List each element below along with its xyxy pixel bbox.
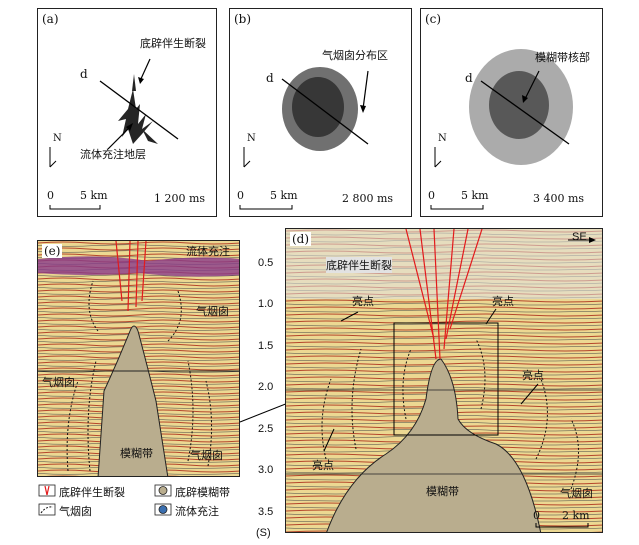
chimney-left-label: 气烟囱 (42, 376, 75, 389)
scale-zero: 0 (237, 189, 244, 202)
scale-zero: 0 (428, 189, 435, 202)
legend-blur: 底辟模糊带 (175, 486, 230, 499)
north-label: N (53, 133, 62, 144)
line-d-label: d (465, 71, 473, 85)
chimney-right-top-label: 气烟囱 (196, 305, 229, 318)
north-label: N (438, 133, 447, 144)
legend-fluid: 流体充注 (175, 505, 219, 518)
y-tick: 1.0 (258, 298, 274, 310)
panel-e-label: (e) (42, 244, 63, 258)
y-tick: 2.0 (258, 381, 274, 393)
panel-e-section (38, 241, 239, 476)
panel-b: (b) d 气烟囱分布区 N 0 5 km 2 800 ms (229, 8, 412, 217)
scale-value: 5 km (270, 189, 298, 202)
panel-b-label: (b) (234, 12, 252, 26)
blur-core-annotation: 模糊带核部 (535, 51, 590, 64)
panel-b-map (239, 67, 369, 210)
bright-spot-bottom: 亮点 (312, 459, 334, 472)
time-label: 2 800 ms (342, 192, 394, 205)
chimney-right-bottom-label: 气烟囱 (190, 449, 223, 462)
y-tick: 3.0 (258, 464, 274, 476)
scale-zero: 0 (47, 189, 54, 202)
panel-c-label: (c) (425, 12, 442, 26)
legend-symbols (38, 484, 172, 516)
scale-value: 5 km (461, 189, 489, 202)
north-label: N (247, 133, 256, 144)
bright-spot-left: 亮点 (352, 295, 374, 308)
panel-c-map (430, 49, 573, 210)
panel-d-label: (d) (290, 232, 312, 246)
panel-c: (c) d 模糊带核部 N 0 5 km 3 400 ms (420, 8, 603, 217)
bright-spot-right: 亮点 (492, 295, 514, 308)
fluid-strata-annotation: 流体充注地层 (80, 148, 146, 161)
scale-zero: 0 (533, 509, 540, 522)
chimney-area-annotation: 气烟囱分布区 (322, 49, 388, 62)
line-d-label: d (266, 71, 274, 85)
panel-a: (a) d 底辟伴生断裂 流体充注地层 N 0 5 km 1 200 ms (37, 8, 217, 217)
blur-zone-label: 模糊带 (120, 447, 153, 460)
diapir-fault-annotation: 底辟伴生断裂 (140, 37, 206, 50)
bright-spot-right-mid: 亮点 (522, 369, 544, 382)
y-tick: 0.5 (258, 257, 274, 269)
legend-chimney: 气烟囱 (59, 505, 92, 518)
y-unit: (S) (256, 527, 271, 539)
panel-d: (d) SE 底辟伴生断裂 亮点 亮点 亮点 亮点 模糊带 气烟囱 0 2 km (285, 228, 603, 533)
legend: 底辟伴生断裂 底辟模糊带 气烟囱 流体充注 (37, 484, 277, 524)
blur-zone-label: 模糊带 (426, 485, 459, 498)
scale-value: 5 km (80, 189, 108, 202)
line-d-label: d (80, 67, 88, 81)
direction-label: SE (572, 231, 587, 243)
time-label: 3 400 ms (533, 192, 585, 205)
time-label: 1 200 ms (154, 192, 206, 205)
panel-e: (e) 流体充注 气烟囱 气烟囱 气烟囱 模糊带 (37, 240, 240, 477)
y-tick: 1.5 (258, 340, 274, 352)
diapir-fault-label: 底辟伴生断裂 (326, 257, 392, 273)
chimney-label: 气烟囱 (560, 487, 593, 500)
panel-a-map (49, 58, 179, 210)
scale-value: 2 km (562, 509, 590, 522)
panel-a-label: (a) (42, 12, 59, 26)
y-tick: 3.5 (258, 506, 274, 518)
y-tick: 2.5 (258, 423, 274, 435)
fluid-fill-label: 流体充注 (186, 245, 230, 258)
legend-fault: 底辟伴生断裂 (59, 486, 125, 499)
